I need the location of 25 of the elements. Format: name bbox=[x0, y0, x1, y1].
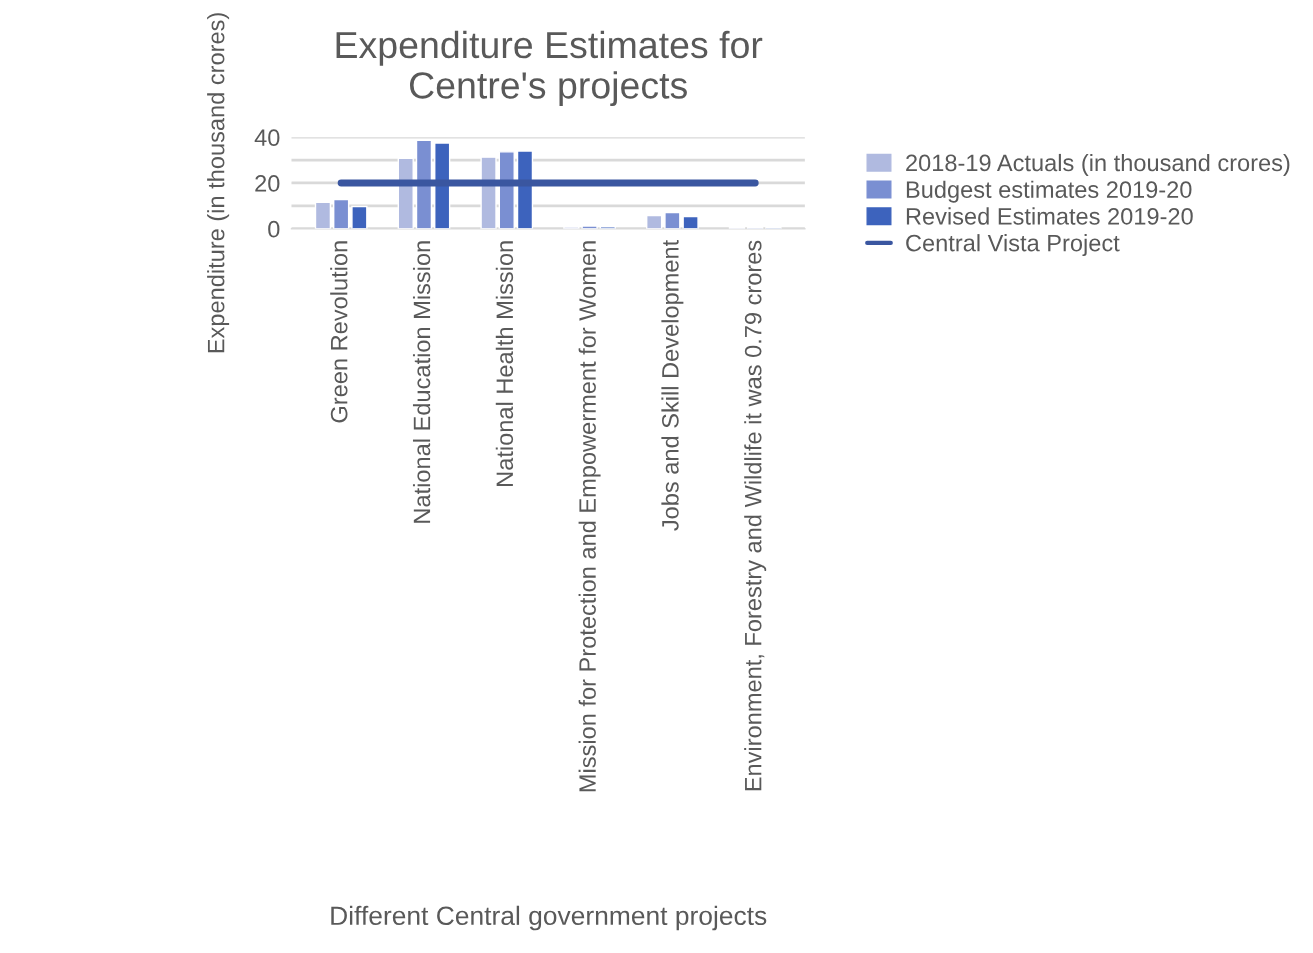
bar bbox=[480, 156, 497, 229]
legend-label: Central Vista Project bbox=[906, 234, 1120, 257]
x-tick-label: Mission for Protection and Empowerment for Women bbox=[578, 241, 601, 792]
legend-label: Revised Estimates 2019-20 bbox=[906, 207, 1193, 225]
x-tick-label: National Health Mission bbox=[495, 241, 514, 486]
x-tick-label: Jobs and Skill Development bbox=[661, 239, 684, 531]
x-tick-label: Environment, Forestry and Wildlife it was 0.79 crores bbox=[744, 240, 767, 791]
bar bbox=[646, 214, 663, 229]
bar bbox=[351, 205, 368, 229]
x-tick-label: Green Revolution bbox=[330, 241, 348, 423]
bar bbox=[333, 198, 350, 229]
x-tick-label: National Education Mission bbox=[412, 241, 431, 523]
x-axis-title: Different Central government projects bbox=[331, 905, 767, 931]
y-tick-label: 0 bbox=[268, 220, 280, 238]
y-tick-label: 20 bbox=[255, 175, 280, 192]
bar bbox=[516, 150, 534, 229]
legend-label: 2018-19 Actuals (in thousand crores) bbox=[906, 153, 1290, 176]
y-axis-title: Expenditure (in thousand crores) bbox=[207, 13, 230, 353]
bar bbox=[314, 201, 332, 229]
bar bbox=[498, 151, 515, 229]
chart-title: Expenditure Estimates for Centre's projects bbox=[336, 30, 763, 107]
bar bbox=[434, 142, 451, 229]
y-tick-label: 40 bbox=[254, 129, 280, 147]
bar bbox=[415, 139, 433, 229]
legend-label: Budgest estimates 2019-20 bbox=[906, 180, 1192, 203]
